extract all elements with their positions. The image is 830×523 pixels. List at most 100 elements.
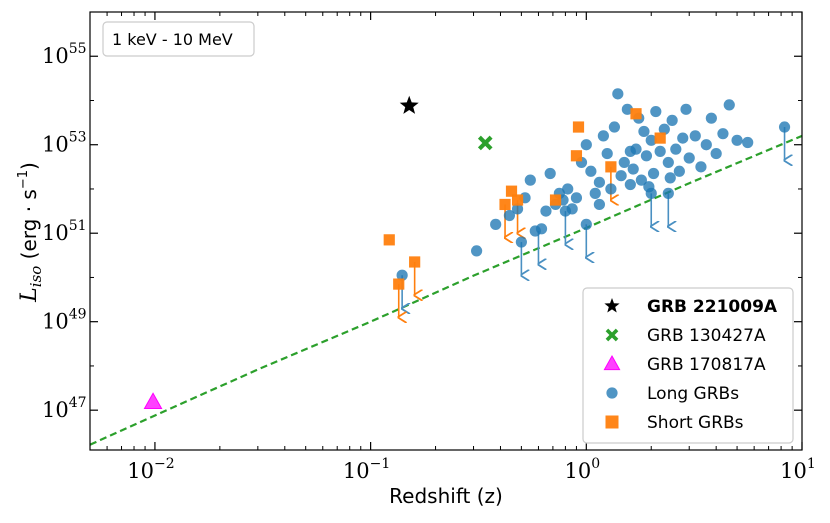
long-grbs-point-2 bbox=[503, 209, 516, 222]
short-grbs-point-11 bbox=[654, 132, 666, 144]
long-grbs-point-44 bbox=[670, 143, 682, 155]
long-grbs-point-25 bbox=[612, 88, 624, 100]
legend-marker-grb-170817a bbox=[603, 354, 621, 371]
legend-markers bbox=[603, 298, 621, 429]
long-grbs-point-53 bbox=[710, 147, 722, 160]
long-grbs-point-34 bbox=[638, 125, 650, 138]
legend-entry-grb-130427a: GRB 130427A bbox=[647, 326, 766, 346]
legend-entry-grb-170817a: GRB 170817A bbox=[647, 355, 766, 375]
long-grbs-point-5 bbox=[524, 174, 536, 186]
long-grbs-point-54 bbox=[717, 128, 729, 140]
long-grbs-point-8 bbox=[540, 205, 552, 217]
long-grbs-point-35 bbox=[640, 150, 653, 162]
long-grbs-point-59 bbox=[624, 145, 636, 157]
long-grbs-point-46 bbox=[677, 132, 689, 144]
short-grbs-point-7 bbox=[570, 150, 583, 162]
x-tick-label-0: 10−2 bbox=[127, 456, 174, 483]
long-grbs-point-45 bbox=[673, 165, 685, 177]
long-grbs-point-55 bbox=[723, 99, 735, 111]
legend: GRB 221009A GRB 130427A GRB 170817A Long… bbox=[582, 287, 794, 444]
y-tick-label-4: 1055 bbox=[42, 41, 87, 68]
long-grbs-point-1 bbox=[490, 218, 502, 230]
legend-label-short-grbs: Short GRBs bbox=[647, 413, 744, 433]
energy-range-annotation: 1 keV - 10 MeV bbox=[112, 30, 233, 49]
plot-frame bbox=[89, 11, 803, 451]
long-grbs-point-3 bbox=[511, 203, 524, 215]
y-axis-ticks: 1047 1049 1051 1053 1055 bbox=[42, 11, 802, 422]
long-grbs-point-30 bbox=[627, 163, 639, 175]
legend-marker-grb-130427a bbox=[605, 328, 619, 342]
long-grbs-point-67 bbox=[662, 187, 674, 199]
long-grbs-point-37 bbox=[645, 134, 657, 146]
short-grbs-point-2 bbox=[409, 256, 421, 268]
long-grbs-point-38 bbox=[647, 167, 660, 180]
short-grbs-point-5 bbox=[511, 194, 524, 206]
short-grbs-point-8 bbox=[572, 121, 585, 133]
long-grbs-point-65 bbox=[580, 218, 592, 230]
long-grbs-point-66 bbox=[645, 187, 657, 199]
long-grbs-point-15 bbox=[570, 192, 583, 204]
long-grbs-point-17 bbox=[580, 139, 592, 151]
long-grbs-point-21 bbox=[597, 130, 609, 142]
legend-entry-short-grbs: Short GRBs bbox=[647, 413, 744, 433]
long-grbs-point-50 bbox=[695, 161, 707, 173]
short-grbs-point-1 bbox=[393, 278, 405, 290]
long-grbs-point-60 bbox=[593, 198, 606, 211]
y-tick-label-0: 1047 bbox=[42, 395, 87, 422]
y-tick-label-1: 1049 bbox=[42, 307, 87, 334]
long-grbs-point-41 bbox=[658, 123, 670, 135]
long-grbs-point-47 bbox=[680, 103, 692, 115]
x-axis-ticks: 10−2 10−1 100 101 bbox=[89, 12, 816, 483]
long-grbs-point-39 bbox=[650, 105, 662, 118]
long-grbs-point-42 bbox=[662, 156, 674, 169]
long-grbs-point-0 bbox=[471, 245, 483, 257]
plot-area bbox=[90, 88, 802, 446]
long-grbs-point-20 bbox=[593, 176, 606, 188]
legend-marker-long-grbs bbox=[606, 387, 618, 399]
long-grbs-point-51 bbox=[700, 139, 712, 151]
long-grbs-point-56 bbox=[731, 134, 743, 146]
y-axis-label-units-close: ) bbox=[17, 162, 41, 170]
x-tick-label-3: 101 bbox=[780, 456, 816, 483]
long-grbs-point-62 bbox=[396, 269, 408, 281]
short-grbs-point-3 bbox=[499, 198, 511, 211]
long-grbs-point-26 bbox=[615, 170, 627, 182]
long-grbs-point-48 bbox=[683, 152, 695, 164]
y-tick-label-2: 1051 bbox=[42, 218, 87, 245]
long-grbs-point-61 bbox=[515, 236, 527, 248]
long-grbs-point-9 bbox=[544, 167, 556, 180]
long-grbs-point-58 bbox=[664, 172, 676, 184]
long-grbs-point-7 bbox=[535, 223, 548, 235]
short-grbs-point-10 bbox=[630, 108, 642, 120]
y-axis-label-units: (erg · s bbox=[17, 189, 41, 259]
grb-221009a-point-0 bbox=[399, 95, 419, 114]
legend-marker-grb-221009a bbox=[604, 298, 620, 313]
legend-entry-long-grbs: Long GRBs bbox=[647, 384, 739, 404]
short-grbs-point-9 bbox=[605, 161, 617, 173]
threshold-line bbox=[90, 134, 802, 446]
long-grbs-point-24 bbox=[608, 121, 621, 133]
long-grbs-point-63 bbox=[778, 121, 791, 133]
y-axis-label-units-exp: −1 bbox=[16, 170, 31, 189]
long-grbs-point-64 bbox=[559, 205, 572, 217]
legend-label-long-grbs: Long GRBs bbox=[647, 384, 739, 404]
long-grbs-point-23 bbox=[605, 183, 617, 195]
long-grbs-point-18 bbox=[585, 165, 597, 177]
y-tick-label-3: 1053 bbox=[42, 130, 87, 157]
x-tick-label-1: 10−1 bbox=[343, 456, 390, 483]
long-grbs-point-22 bbox=[601, 147, 613, 160]
long-grbs-point-13 bbox=[562, 183, 574, 195]
y-axis-label-sub: iso bbox=[27, 266, 45, 288]
x-tick-label-2: 100 bbox=[564, 456, 600, 483]
legend-entry-grb-221009a: GRB 221009A bbox=[647, 297, 778, 317]
legend-label-grb-221009a: GRB 221009A bbox=[647, 297, 778, 317]
short-grbs-point-0 bbox=[383, 234, 395, 246]
legend-label-grb-170817a: GRB 170817A bbox=[647, 355, 766, 375]
long-grbs-point-27 bbox=[618, 156, 630, 169]
grb-170817a-point-0 bbox=[143, 392, 163, 410]
legend-marker-short-grbs bbox=[605, 415, 619, 429]
short-grbs-point-6 bbox=[549, 194, 562, 206]
long-grbs-point-40 bbox=[654, 145, 666, 157]
short-grbs-point-4 bbox=[505, 185, 518, 197]
